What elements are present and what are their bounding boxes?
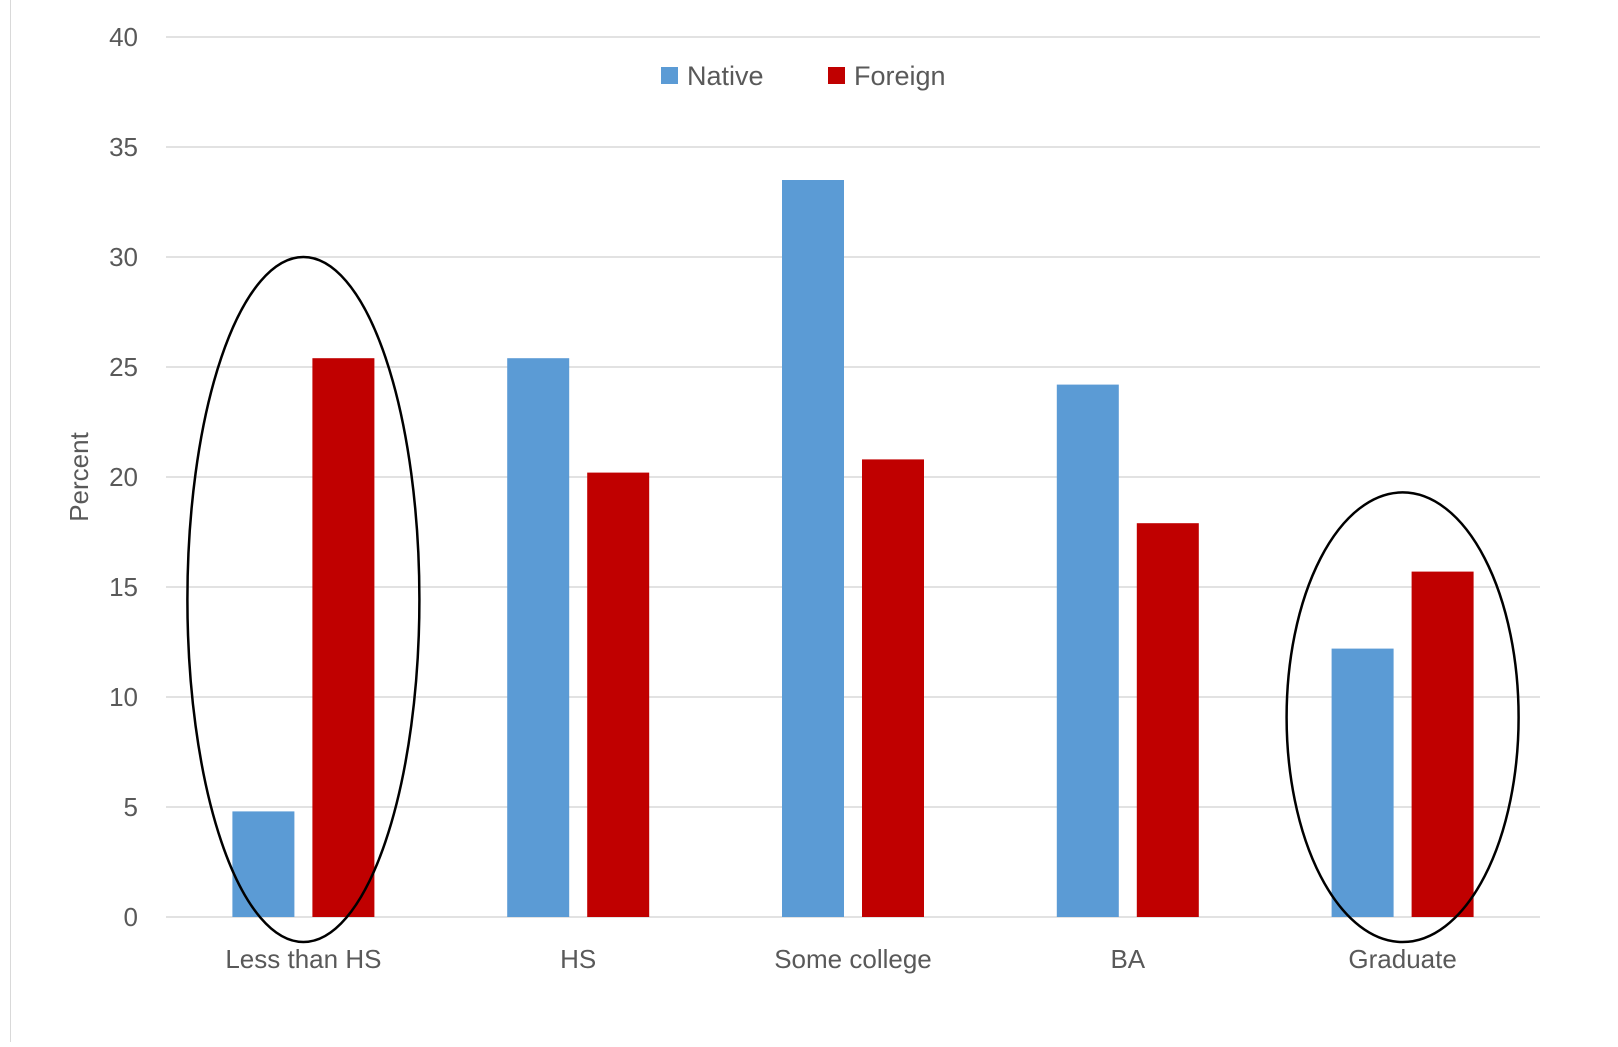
bar-native-2 [507, 358, 570, 917]
y-tick-label: 35 [109, 132, 138, 162]
x-tick-label: Graduate [1348, 944, 1456, 974]
legend-swatch-native [661, 67, 678, 84]
legend-swatch-foreign [828, 67, 845, 84]
y-tick-label: 30 [109, 242, 138, 272]
y-tick-label: 40 [109, 22, 138, 52]
x-tick-label: Some college [774, 944, 932, 974]
x-tick-label: BA [1110, 944, 1145, 974]
y-tick-label: 5 [124, 792, 138, 822]
y-tick-label: 20 [109, 462, 138, 492]
y-tick-label: 15 [109, 572, 138, 602]
legend-label-foreign: Foreign [854, 61, 946, 91]
bar-native-1 [232, 811, 295, 917]
legend-label-native: Native [687, 61, 764, 91]
bar-foreign-2 [587, 472, 650, 917]
y-tick-label: 25 [109, 352, 138, 382]
y-tick-label: 0 [124, 902, 138, 932]
chart-frame-border [10, 0, 11, 1042]
bar-foreign-1 [312, 358, 375, 917]
bar-foreign-4 [1136, 523, 1199, 917]
x-tick-label: HS [560, 944, 596, 974]
bar-native-4 [1056, 384, 1119, 918]
highlight-ellipse-2 [1285, 491, 1520, 944]
x-tick-label: Less than HS [225, 944, 381, 974]
bar-foreign-3 [862, 459, 924, 917]
y-axis-label: Percent [64, 431, 94, 521]
y-tick-label: 10 [109, 682, 138, 712]
highlight-ellipse-1 [186, 255, 421, 944]
bar-native-5 [1331, 648, 1394, 917]
bar-foreign-5 [1411, 571, 1474, 917]
bar-native-3 [782, 180, 844, 917]
